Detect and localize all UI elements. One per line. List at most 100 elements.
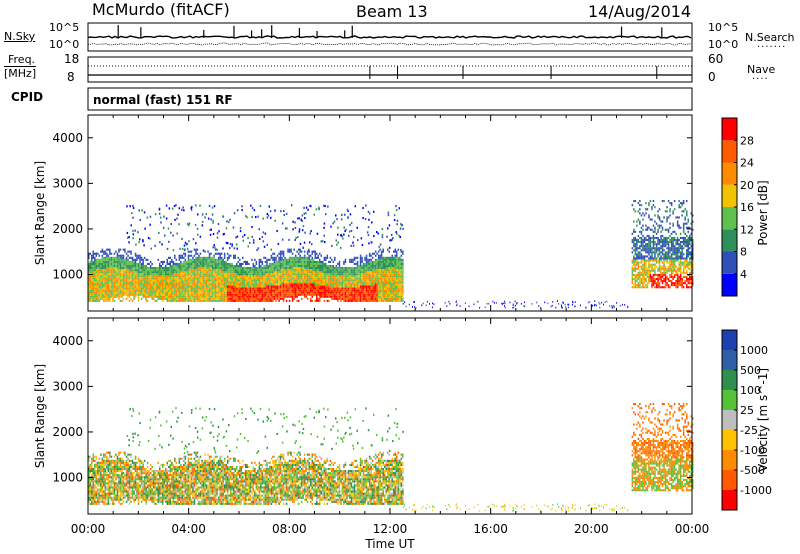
power-echo-cell <box>159 262 161 265</box>
power-echo-cell <box>399 267 401 270</box>
power-echo-cell <box>233 256 235 259</box>
power-echo-cell <box>222 279 224 282</box>
power-echo-cell <box>239 265 241 268</box>
power-echo-cell <box>260 258 262 261</box>
power-echo-cell <box>353 279 356 282</box>
power-echo-cell <box>201 260 203 263</box>
power-echo-cell <box>272 289 274 292</box>
power-echo-cell <box>347 279 350 282</box>
power-echo-cell <box>119 293 122 296</box>
power-echo-cell <box>344 260 347 263</box>
power-echo-cell <box>275 281 277 284</box>
power-echo-cell <box>281 291 283 294</box>
power-echo-cell <box>192 273 194 276</box>
power-echo-cell <box>291 293 294 296</box>
power-echo-cell <box>642 269 644 272</box>
power-echo-cell <box>226 281 229 284</box>
power-echo-cell <box>197 213 199 216</box>
power-echo-cell <box>391 285 393 288</box>
power-echo-cell <box>177 283 179 286</box>
power-echo-cell <box>192 256 194 259</box>
power-echo-cell <box>332 293 335 296</box>
power-echo-cell <box>151 283 153 286</box>
power-echo-cell <box>313 287 315 290</box>
power-echo-cell <box>128 250 131 253</box>
power-echo-cell <box>316 269 318 272</box>
power-echo-cell <box>152 287 155 290</box>
power-echo-cell <box>633 273 635 276</box>
power-echo-cell <box>124 269 126 272</box>
power-echo-cell <box>91 281 93 284</box>
power-echo-cell <box>222 291 224 294</box>
power-echo-cell <box>388 250 390 253</box>
power-echo-cell <box>122 265 125 268</box>
power-echo-cell <box>226 289 229 292</box>
power-echo-cell <box>350 299 353 302</box>
power-echo-cell <box>257 297 259 300</box>
power-echo-cell <box>107 265 110 268</box>
power-echo-cell <box>285 281 288 284</box>
power-echo-cell <box>340 279 342 282</box>
power-echo-cell <box>357 239 359 242</box>
power-echo-cell <box>282 283 285 286</box>
power-echo-cell <box>266 277 268 280</box>
power-echo-cell <box>311 299 313 302</box>
power-echo-cell <box>189 287 191 290</box>
power-echo-cell <box>266 293 268 296</box>
power-echo-cell <box>260 299 262 302</box>
power-echo-cell <box>217 265 220 268</box>
power-echo-cell <box>255 275 258 278</box>
power-echo-cell <box>124 275 126 278</box>
power-echo-cell <box>317 267 319 270</box>
power-echo-cell <box>299 248 301 251</box>
power-echo-cell <box>192 269 194 272</box>
power-echo-cell <box>370 265 372 268</box>
power-echo-cell <box>214 248 217 251</box>
power-echo-cell <box>311 252 313 255</box>
power-echo-cell <box>255 297 258 300</box>
power-echo-cell <box>134 254 137 257</box>
power-echo-cell <box>376 275 378 278</box>
power-echo-cell <box>163 283 165 286</box>
power-echo-cell <box>160 279 162 282</box>
power-echo-cell <box>175 273 178 276</box>
power-echo-cell <box>208 297 211 300</box>
power-echo-cell <box>646 286 649 289</box>
power-echo-cell <box>236 235 239 238</box>
power-echo-cell <box>217 258 220 261</box>
power-echo-cell <box>285 262 288 265</box>
power-echo-cell <box>350 289 353 292</box>
power-echo-cell <box>303 295 306 298</box>
power-echo-cell <box>379 243 382 246</box>
power-echo-cell <box>371 285 374 288</box>
power-echo-cell <box>278 262 280 265</box>
power-echo-cell <box>89 293 91 296</box>
power-echo-cell <box>121 258 123 261</box>
power-echo-cell <box>110 277 113 280</box>
power-echo-cell <box>291 299 294 302</box>
power-echo-cell <box>388 297 390 300</box>
power-echo-cell <box>643 249 646 252</box>
power-echo-cell <box>270 293 273 296</box>
power-echo-cell <box>207 256 209 259</box>
power-echo-cell <box>119 273 122 276</box>
power-echo-cell <box>399 295 401 298</box>
power-echo-cell <box>128 285 131 288</box>
power-echo-cell <box>236 275 238 278</box>
power-echo-cell <box>91 289 93 292</box>
power-echo-cell <box>136 281 138 284</box>
power-echo-cell <box>217 256 220 259</box>
power-echo-cell <box>306 273 309 276</box>
power-echo-cell <box>133 275 135 278</box>
power-echo-cell <box>234 281 236 284</box>
power-echo-cell <box>165 277 167 280</box>
power-echo-cell <box>237 291 239 294</box>
power-echo-cell <box>361 277 363 280</box>
power-echo-cell <box>322 285 324 288</box>
power-echo-cell <box>384 291 386 294</box>
power-echo-cell <box>285 283 288 286</box>
power-echo-cell <box>145 258 147 261</box>
power-echo-cell <box>332 222 334 225</box>
power-echo-cell <box>291 289 294 292</box>
power-echo-cell <box>402 262 404 265</box>
